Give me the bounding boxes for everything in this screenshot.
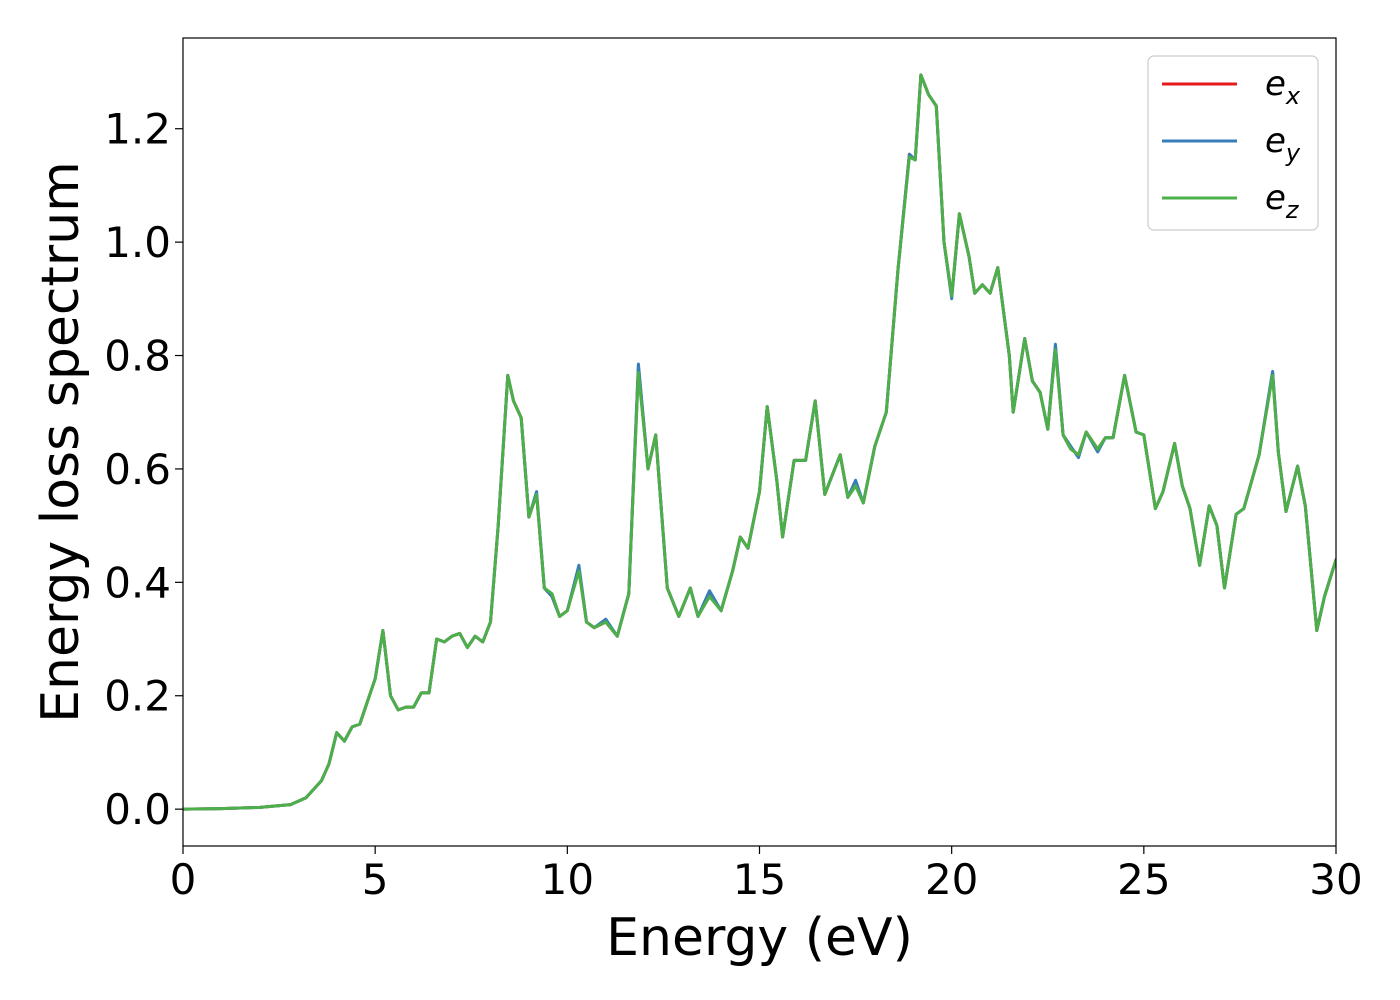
plot-lines (183, 73, 1336, 811)
y-axis-ticks: 0.0 0.2 0.4 0.6 0.8 1.0 1.2 (104, 105, 183, 834)
y-axis-label: Energy loss spectrum (31, 161, 91, 723)
legend-box (1147, 55, 1319, 231)
x-tick-label: 30 (1309, 855, 1362, 904)
legend: ex ey ez (1147, 55, 1319, 231)
legend-label-x: ex (1265, 64, 1301, 110)
y-tick-label: 0.0 (104, 785, 171, 834)
y-tick-label: 0.8 (104, 332, 171, 381)
x-tick-label: 15 (733, 855, 786, 904)
y-tick-label: 0.2 (104, 672, 171, 721)
x-tick-label: 25 (1117, 855, 1170, 904)
x-axis-ticks: 0 5 10 15 20 25 30 (170, 846, 1363, 904)
series-line-z (183, 73, 1336, 811)
x-tick-label: 0 (170, 855, 197, 904)
x-tick-label: 20 (925, 855, 978, 904)
legend-label-z: ez (1265, 178, 1300, 224)
x-axis-label: Energy (eV) (606, 908, 913, 968)
x-tick-label: 10 (541, 855, 594, 904)
y-tick-label: 0.4 (104, 558, 171, 607)
x-tick-label: 5 (362, 855, 389, 904)
y-tick-label: 0.6 (104, 445, 171, 494)
legend-label-y: ey (1265, 121, 1301, 167)
y-tick-label: 1.0 (104, 218, 171, 267)
y-tick-label: 1.2 (104, 105, 171, 154)
